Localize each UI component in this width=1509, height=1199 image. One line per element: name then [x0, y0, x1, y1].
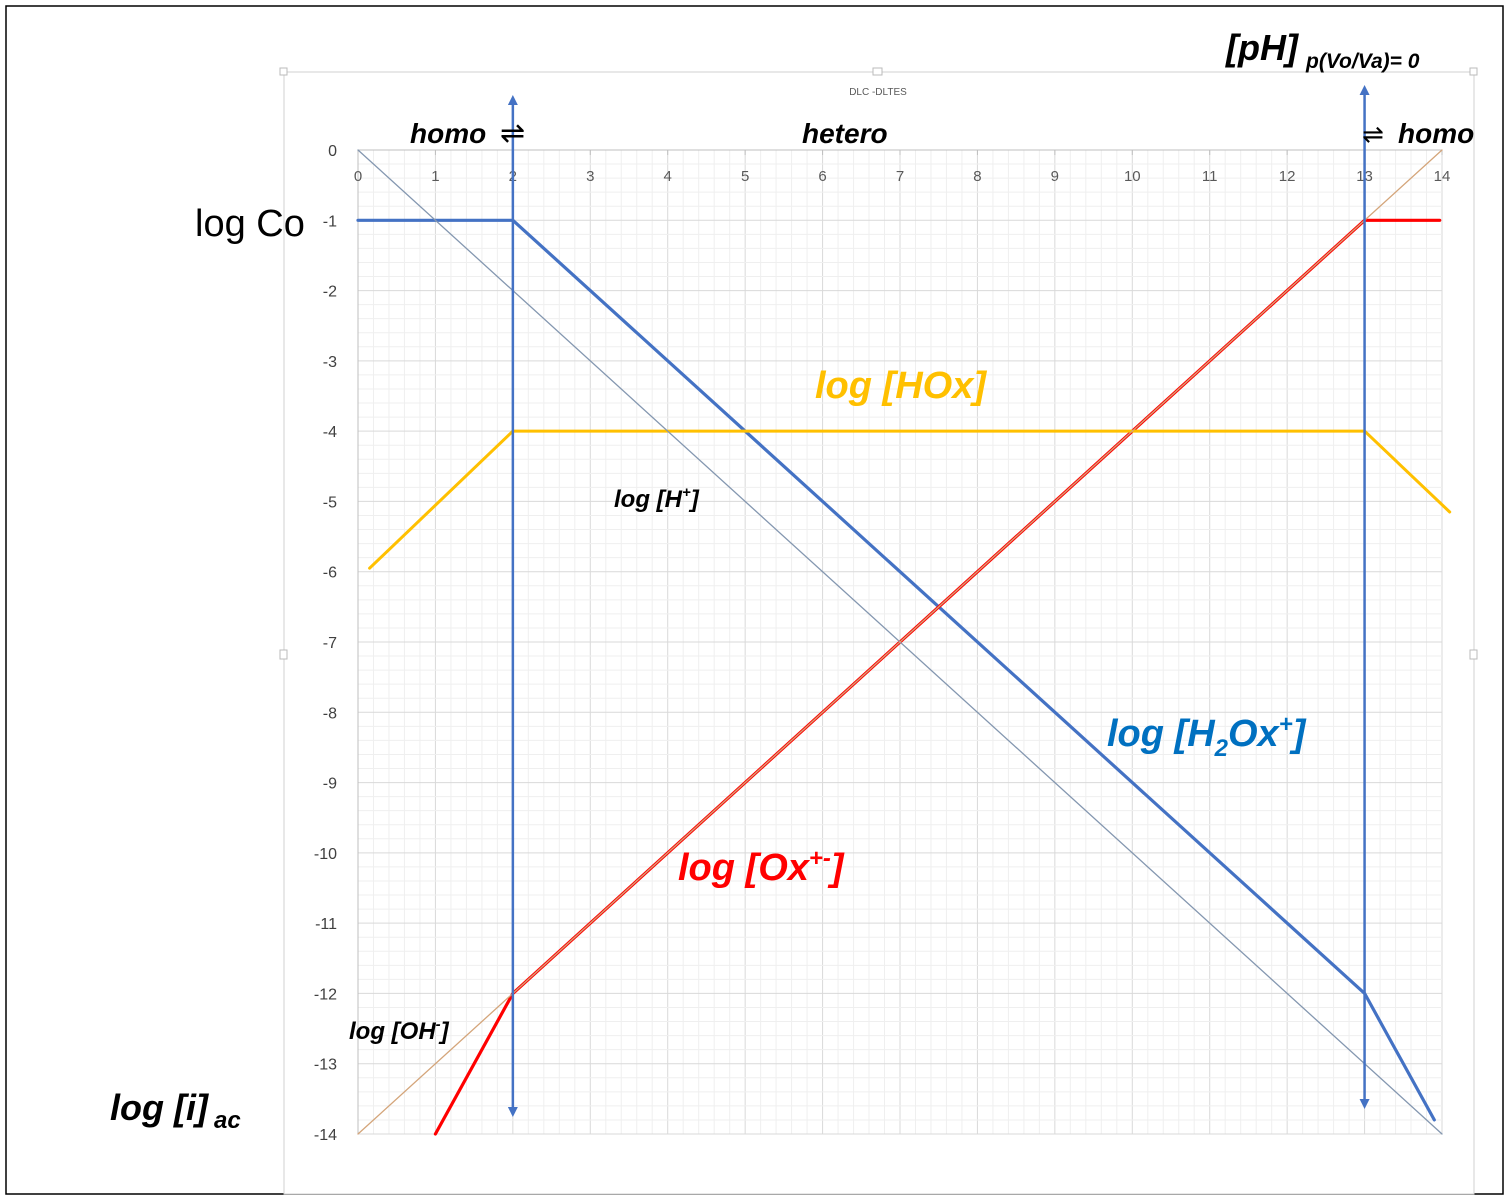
y-tick-label: -6: [323, 565, 337, 582]
label-oh: log [OH-]: [349, 1016, 450, 1045]
series-hox-line: [368, 429, 1452, 570]
y-tick-label: -3: [323, 354, 337, 371]
y-tick-label: -9: [323, 776, 337, 793]
log-i-label: log [i]: [110, 1087, 209, 1128]
y-tick-label: -7: [323, 635, 337, 652]
series-oh-line: [357, 149, 1443, 1135]
label-h2ox: log [H2Ox+]: [1107, 711, 1307, 762]
x-tick-label: 4: [664, 168, 672, 185]
y-tick-label: -11: [315, 916, 337, 933]
chart-title: DLC -DLTES: [849, 87, 907, 98]
y-tick-label: -2: [323, 284, 337, 301]
x-tick-label: 5: [741, 168, 749, 185]
chart-area-frame: [283, 71, 1475, 1195]
ph-top-label-sub: p(Vo/Va)= 0: [1305, 50, 1420, 73]
x-tick-label: 9: [1051, 168, 1059, 185]
handle-top-left: [279, 67, 288, 76]
y-tick-label: -5: [323, 494, 337, 511]
y-tick-label: -14: [314, 1127, 337, 1144]
log-i-label-sub: ac: [214, 1107, 241, 1134]
label-hox: log [HOx]: [815, 365, 987, 407]
grid: [357, 149, 1443, 1135]
y-tick-label: -13: [314, 1057, 337, 1074]
region-homo-left: homo: [410, 118, 486, 149]
handle-left: [279, 649, 288, 660]
x-tick-label: 7: [896, 168, 904, 185]
equilibrium-arrow-left: ⇌: [500, 116, 525, 151]
x-tick-label: 6: [818, 168, 826, 185]
y-tick-label: -4: [323, 424, 337, 441]
y-tick-label: -10: [314, 846, 337, 863]
y-tick-label: 0: [328, 143, 337, 160]
label-ox: log [Ox+-]: [678, 845, 845, 889]
region-hetero: hetero: [802, 118, 888, 149]
x-tick-label: 1: [431, 168, 439, 185]
series-lines: [356, 149, 1452, 1136]
y-tick-label: -8: [323, 705, 337, 722]
y-tick-label: -1: [323, 213, 337, 230]
x-tick-label: 3: [586, 168, 594, 185]
handle-right: [1469, 649, 1478, 660]
log-co-label: log Co: [195, 203, 305, 245]
x-tick-label: 14: [1434, 168, 1451, 185]
ph-top-label: [pH]: [1225, 27, 1299, 68]
x-tick-label: 8: [973, 168, 981, 185]
x-tick-label: 11: [1202, 168, 1218, 185]
x-tick-label: 10: [1124, 168, 1141, 185]
x-tick-label: 0: [354, 168, 362, 185]
handle-top: [872, 67, 883, 76]
y-tick-label: -12: [314, 986, 337, 1003]
x-tick-label: 12: [1279, 168, 1296, 185]
region-homo-right: homo: [1398, 118, 1474, 149]
label-h: log [H+]: [614, 484, 700, 513]
equilibrium-arrow-right: ⇌: [1362, 120, 1384, 150]
handle-top-right: [1469, 67, 1478, 76]
boundary-lines: [507, 85, 1370, 1117]
